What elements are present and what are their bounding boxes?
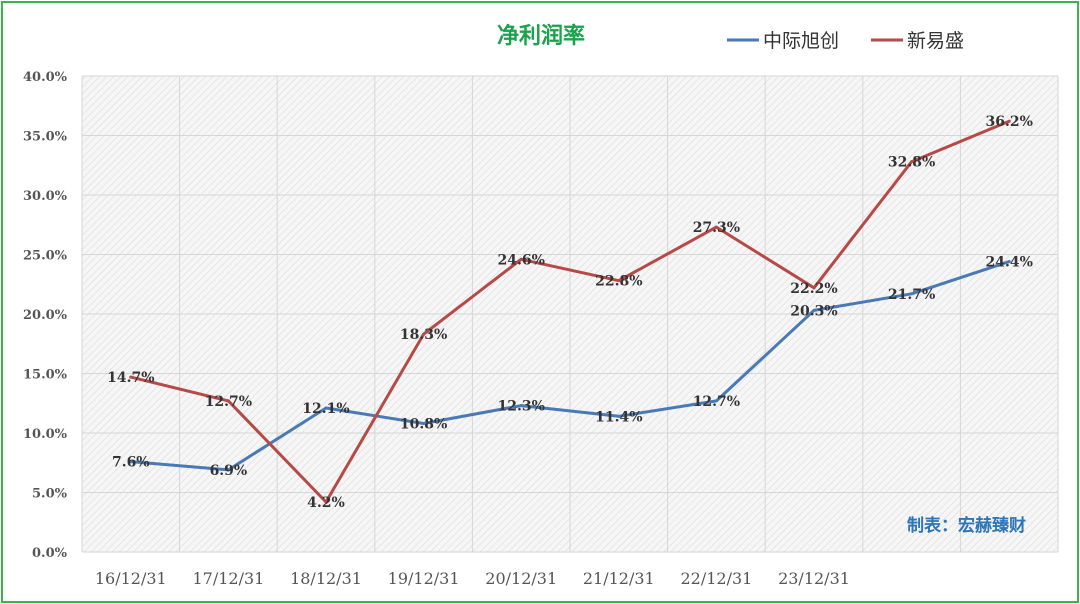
data-label: 12.3% bbox=[497, 399, 544, 415]
legend-label: 中际旭创 bbox=[763, 30, 839, 52]
data-label: 7.6% bbox=[112, 455, 150, 471]
series-line-1 bbox=[129, 260, 1011, 472]
chart-svg: 0.0% 5.0% 10.0% 15.0% 20.0% 25.0% 30.0% 35.0% 40… bbox=[23, 23, 1059, 588]
data-point bbox=[714, 225, 718, 229]
y-tick-label: 15.0% bbox=[23, 368, 68, 383]
data-label: 12.7% bbox=[693, 394, 740, 410]
data-label: 36.2% bbox=[985, 114, 1032, 130]
data-point bbox=[1007, 119, 1011, 123]
data-point bbox=[422, 332, 426, 336]
data-point bbox=[617, 279, 621, 283]
x-tick-label: 22/12/31 bbox=[680, 569, 752, 588]
data-label: 12.7% bbox=[205, 394, 252, 410]
x-tick-label: 16/12/31 bbox=[95, 569, 167, 588]
data-label: 6.9% bbox=[210, 463, 248, 479]
data-point bbox=[519, 257, 523, 261]
data-label: 14.7% bbox=[107, 370, 154, 386]
x-tick-label: 19/12/31 bbox=[388, 569, 460, 588]
data-label: 12.1% bbox=[302, 401, 349, 417]
data-label: 18.3% bbox=[400, 327, 447, 343]
data-point bbox=[617, 414, 621, 418]
x-tick-label: 18/12/31 bbox=[290, 569, 362, 588]
data-point bbox=[129, 375, 133, 379]
x-axis: 16/12/31 17/12/31 18/12/31 19/12/31 20/12/31… bbox=[95, 569, 850, 588]
data-label: 22.2% bbox=[790, 281, 837, 297]
data-label: 10.8% bbox=[400, 416, 447, 432]
x-tick-label: 20/12/31 bbox=[485, 569, 557, 588]
data-point bbox=[812, 308, 816, 312]
legend-label: 新易盛 bbox=[907, 30, 964, 52]
data-point bbox=[910, 160, 914, 164]
data-point bbox=[714, 399, 718, 403]
data-point bbox=[324, 500, 328, 504]
grid-lines bbox=[81, 75, 1059, 553]
data-label: 24.4% bbox=[985, 255, 1032, 271]
data-point bbox=[324, 406, 328, 410]
legend: 中际旭创 新易盛 bbox=[727, 30, 964, 52]
data-point bbox=[910, 292, 914, 296]
y-tick-label: 40.0% bbox=[23, 70, 68, 85]
data-label: 27.3% bbox=[693, 220, 740, 236]
data-point bbox=[812, 286, 816, 290]
data-point bbox=[422, 421, 426, 425]
y-tick-label: 20.0% bbox=[23, 308, 68, 323]
y-tick-label: 10.0% bbox=[23, 427, 68, 442]
series-lines bbox=[129, 119, 1011, 504]
y-tick-label: 30.0% bbox=[23, 189, 68, 204]
y-tick-label: 0.0% bbox=[32, 546, 68, 561]
data-label: 32.8% bbox=[888, 155, 935, 171]
data-point bbox=[226, 468, 230, 472]
x-tick-label: 23/12/31 bbox=[778, 569, 850, 588]
x-tick-label: 17/12/31 bbox=[192, 569, 264, 588]
data-label: 22.8% bbox=[595, 274, 642, 290]
data-point bbox=[129, 460, 133, 464]
chart-title: 净利润率 bbox=[497, 23, 585, 49]
y-tick-label: 35.0% bbox=[23, 130, 68, 145]
y-tick-label: 5.0% bbox=[32, 487, 68, 502]
chart-annotation: 制表：宏赫臻财 bbox=[907, 515, 1026, 536]
data-label: 20.3% bbox=[790, 303, 837, 319]
data-point bbox=[1007, 260, 1011, 264]
y-axis: 0.0% 5.0% 10.0% 15.0% 20.0% 25.0% 30.0% 35.0% 40… bbox=[23, 70, 68, 561]
x-tick-label: 21/12/31 bbox=[583, 569, 655, 588]
data-point bbox=[226, 399, 230, 403]
data-labels: 7.6% 6.9% 12.1% 10.8% 12.3% 11.4% 12.7% 20.3% 21… bbox=[107, 114, 1033, 511]
data-label: 21.7% bbox=[888, 287, 935, 303]
data-label: 11.4% bbox=[595, 409, 642, 425]
y-tick-label: 25.0% bbox=[23, 249, 68, 264]
data-label: 4.2% bbox=[307, 495, 345, 511]
series-line-2 bbox=[129, 119, 1011, 504]
data-point bbox=[519, 404, 523, 408]
data-label: 24.6% bbox=[497, 252, 544, 268]
